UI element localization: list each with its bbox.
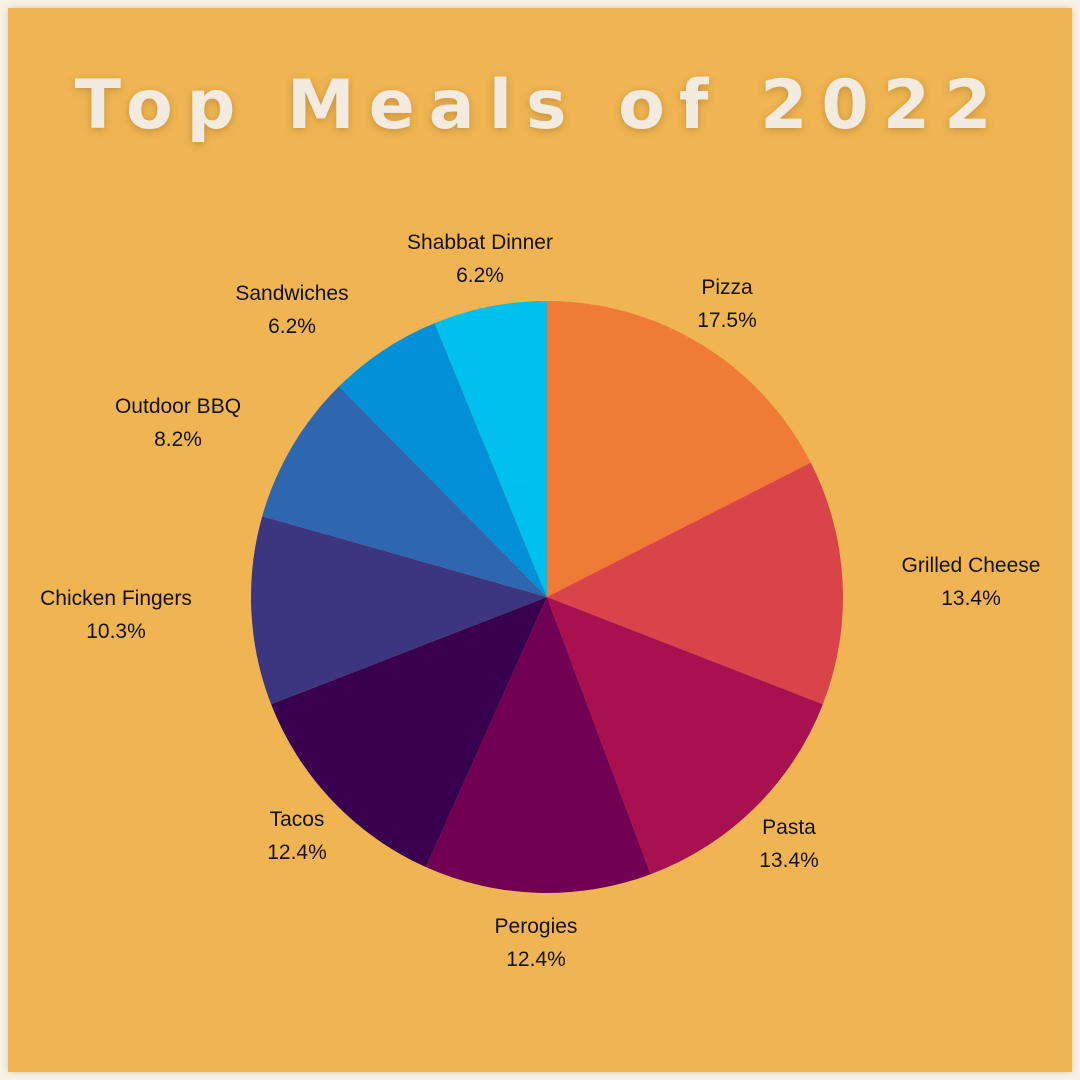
pie-slice-perogies (426, 597, 651, 894)
pie-slice-tacos (271, 597, 547, 868)
slice-label-chicken-fingers: Chicken Fingers 10.3% (0, 582, 236, 648)
slice-percent: 13.4% (759, 849, 819, 872)
pie-slice-sandwiches (339, 323, 547, 597)
slice-label-sandwiches: Sandwiches 6.2% (172, 277, 412, 343)
slice-percent: 6.2% (456, 264, 504, 287)
slice-percent: 17.5% (697, 309, 757, 332)
slice-percent: 12.4% (267, 841, 327, 864)
slice-label-outdoor-bbq: Outdoor BBQ 8.2% (58, 390, 298, 456)
slice-percent: 6.2% (268, 315, 316, 338)
slice-percent: 8.2% (154, 428, 202, 451)
slice-label-pasta: Pasta 13.4% (669, 811, 909, 877)
slice-name: Outdoor BBQ (114, 395, 242, 418)
slice-label-tacos: Tacos 12.4% (177, 803, 417, 869)
pie-slices (251, 300, 843, 894)
slice-label-pizza: Pizza 17.5% (607, 271, 847, 337)
slice-name: Pasta (762, 816, 816, 839)
pie-slice-chicken-fingers (251, 516, 547, 705)
slice-name: Shabbat Dinner (407, 231, 553, 254)
slice-percent: 13.4% (941, 587, 1001, 610)
slice-name: Perogies (494, 915, 578, 938)
slice-name: Tacos (269, 808, 325, 831)
slice-label-perogies: Perogies 12.4% (416, 910, 656, 976)
chart-title: Top Meals of 2022 (74, 66, 1006, 145)
slice-name: Grilled Cheese (901, 554, 1041, 577)
slice-percent: 10.3% (86, 620, 146, 643)
slice-label-grilled-cheese: Grilled Cheese 13.4% (851, 549, 1080, 615)
pie-slice-pizza (547, 300, 811, 597)
slice-percent: 12.4% (506, 948, 566, 971)
pie-slice-pasta (547, 597, 823, 875)
slice-label-shabbat-dinner: Shabbat Dinner 6.2% (360, 226, 600, 292)
pie-slice-shabbat-dinner (434, 301, 547, 597)
pie-slice-outdoor-bbq (262, 386, 547, 597)
slice-name: Chicken Fingers (40, 587, 192, 610)
slice-name: Pizza (701, 276, 753, 299)
pie-slice-grilled-cheese (547, 462, 843, 705)
slice-name: Sandwiches (235, 282, 349, 305)
